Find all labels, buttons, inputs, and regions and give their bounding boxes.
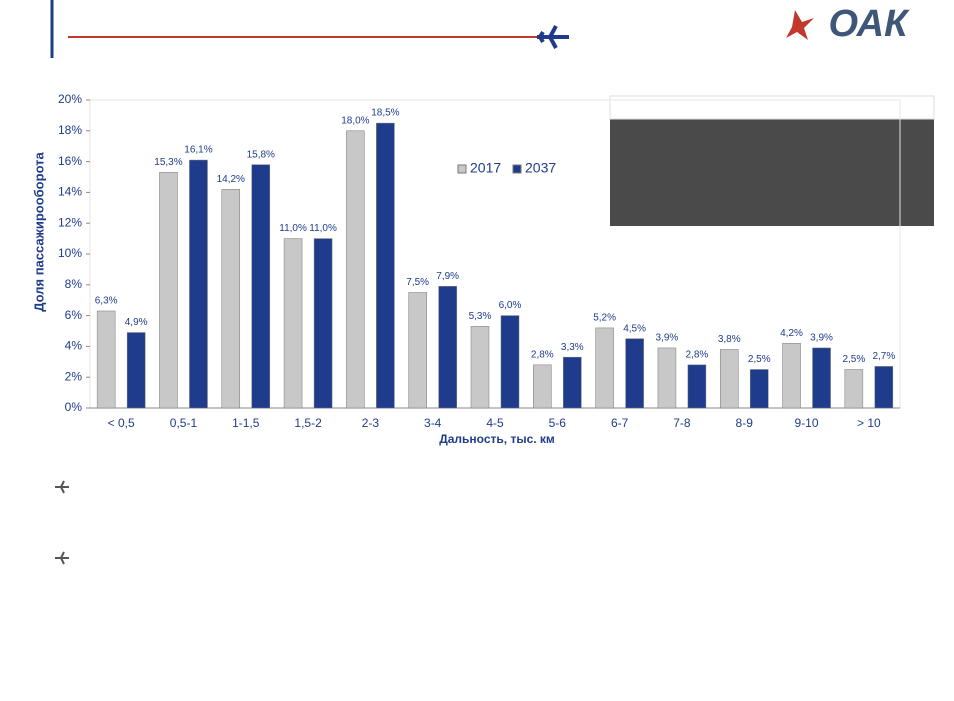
value-label: 15,3% xyxy=(154,157,182,168)
value-label: 18,0% xyxy=(341,115,369,126)
y-tick-label: 8% xyxy=(65,277,83,291)
bar xyxy=(96,310,116,409)
bar xyxy=(159,172,178,409)
y-tick-label: 16% xyxy=(58,154,82,168)
legend-label: 2037 xyxy=(525,160,556,176)
x-tick-label: 3-4 xyxy=(424,416,442,430)
value-label: 4,2% xyxy=(780,328,803,339)
bar xyxy=(874,366,894,409)
x-tick-label: 1-1,5 xyxy=(232,416,260,430)
y-tick-label: 14% xyxy=(58,185,82,199)
y-tick-label: 12% xyxy=(58,215,82,229)
bar xyxy=(749,369,769,409)
logo: ОАК xyxy=(829,3,911,45)
value-label: 3,9% xyxy=(656,333,679,344)
bullet-icon xyxy=(55,551,69,565)
y-tick-label: 6% xyxy=(65,308,83,322)
value-label: 2,8% xyxy=(531,350,554,361)
y-tick-label: 10% xyxy=(58,246,82,260)
bar xyxy=(221,189,241,409)
value-label: 16,1% xyxy=(184,145,212,156)
logo-star xyxy=(786,10,814,40)
bar xyxy=(500,315,520,409)
y-tick-label: 2% xyxy=(65,369,83,383)
bar xyxy=(595,327,614,409)
bar xyxy=(470,326,490,409)
y-tick-label: 0% xyxy=(65,400,83,414)
bar xyxy=(782,343,801,409)
value-label: 11,0% xyxy=(279,223,307,234)
bar xyxy=(126,332,146,409)
value-label: 5,3% xyxy=(469,311,492,322)
bar xyxy=(376,122,395,409)
bar xyxy=(687,364,707,409)
x-tick-label: 0,5-1 xyxy=(170,416,198,430)
value-label: 14,2% xyxy=(217,174,245,185)
x-tick-label: 1,5-2 xyxy=(294,416,322,430)
x-tick-label: > 10 xyxy=(857,416,881,430)
x-tick-label: 8-9 xyxy=(736,416,754,430)
bar xyxy=(719,349,739,409)
value-label: 18,5% xyxy=(371,108,399,119)
bar xyxy=(533,364,552,409)
legend-swatch xyxy=(512,164,522,174)
x-tick-label: 7-8 xyxy=(673,416,691,430)
y-tick-label: 20% xyxy=(58,92,82,106)
value-label: 7,5% xyxy=(406,277,429,288)
bar xyxy=(189,159,208,409)
value-label: 3,8% xyxy=(718,334,741,345)
overlay-header xyxy=(609,95,935,120)
value-label: 3,9% xyxy=(810,333,833,344)
plane-icon xyxy=(537,25,569,49)
legend-swatch xyxy=(457,164,467,174)
legend-label: 2017 xyxy=(470,160,501,176)
y-tick-label: 4% xyxy=(65,339,83,353)
x-tick-label: 9-10 xyxy=(795,416,819,430)
value-label: 2,7% xyxy=(872,351,895,362)
bar xyxy=(346,130,365,409)
x-axis-title: Дальность, тыс. км xyxy=(439,432,555,446)
value-label: 5,2% xyxy=(593,313,616,324)
value-label: 2,5% xyxy=(842,354,865,365)
bar xyxy=(251,164,271,409)
bar xyxy=(283,238,303,409)
x-tick-label: < 0,5 xyxy=(108,416,135,430)
bar xyxy=(408,292,427,409)
value-label: 3,3% xyxy=(561,342,584,353)
value-label: 11,0% xyxy=(309,223,337,234)
bar xyxy=(844,369,864,409)
value-label: 6,0% xyxy=(499,300,522,311)
value-label: 15,8% xyxy=(247,149,275,160)
value-label: 6,3% xyxy=(95,296,118,307)
bar xyxy=(438,286,457,409)
value-label: 2,8% xyxy=(686,350,709,361)
x-tick-label: 6-7 xyxy=(611,416,629,430)
y-axis-title: Доля пассажирооборота xyxy=(31,151,46,311)
bar xyxy=(657,347,677,409)
bar xyxy=(563,356,582,409)
x-tick-label: 5-6 xyxy=(549,416,567,430)
bar xyxy=(625,338,644,409)
value-label: 4,5% xyxy=(623,323,646,334)
bullet-icon xyxy=(55,480,69,494)
value-label: 4,9% xyxy=(125,317,148,328)
bar xyxy=(313,238,333,409)
value-label: 7,9% xyxy=(436,271,459,282)
x-tick-label: 2-3 xyxy=(362,416,380,430)
bar xyxy=(812,347,831,409)
value-label: 2,5% xyxy=(748,354,771,365)
x-tick-label: 4-5 xyxy=(486,416,504,430)
y-tick-label: 18% xyxy=(58,123,82,137)
